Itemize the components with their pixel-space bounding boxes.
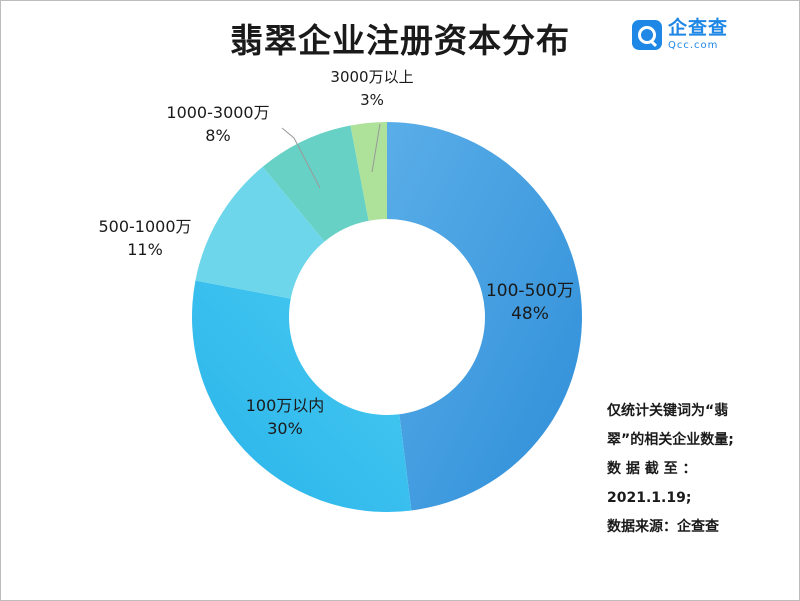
- slice-percent-label: 30%: [267, 419, 303, 438]
- footnote-line: 数据来源：企查查: [607, 519, 719, 535]
- slice-percent-label: 48%: [511, 304, 549, 324]
- donut-slice: [191, 280, 412, 512]
- slice-category-label: 100-500万: [486, 281, 574, 301]
- donut-slices: [191, 122, 583, 512]
- footnote-line: 数 据 截 至 ：: [607, 461, 697, 477]
- qcc-logo-icon: [632, 20, 662, 50]
- leader-lines: [281, 123, 381, 189]
- footnote-line: 2021.1.19;: [607, 490, 692, 506]
- donut-slice: [387, 122, 583, 511]
- donut-slice: [350, 122, 387, 221]
- donut-slice: [195, 166, 325, 299]
- slice-percent-label: 8%: [205, 126, 230, 145]
- donut-slice: [262, 125, 369, 242]
- leader-line: [371, 123, 381, 173]
- slice-percent-label: 3%: [360, 91, 384, 109]
- slice-category-label: 100万以内: [246, 396, 325, 415]
- slice-category-label: 3000万以上: [330, 68, 413, 86]
- footnote: 仅统计关键词为“翡 翠”的相关企业数量; 数 据 截 至 ： 2021.1.19…: [607, 397, 757, 542]
- chart-title: 翡翠企业注册资本分布: [230, 21, 570, 60]
- logo-domain: Qcc.com: [668, 40, 719, 51]
- leader-line: [281, 127, 321, 189]
- slice-labels: 100-500万 48% 100万以内 30% 500-1000万 11% 1000-300…: [98, 68, 574, 438]
- qcc-logo: 企查查 Qcc.com: [632, 18, 728, 52]
- logo-name: 企查查: [668, 17, 729, 39]
- footnote-line: 仅统计关键词为“翡: [607, 403, 729, 419]
- slice-category-label: 500-1000万: [98, 217, 191, 236]
- slice-category-label: 1000-3000万: [166, 103, 269, 122]
- slice-percent-label: 11%: [127, 240, 163, 259]
- footnote-line: 翠”的相关企业数量;: [607, 432, 734, 448]
